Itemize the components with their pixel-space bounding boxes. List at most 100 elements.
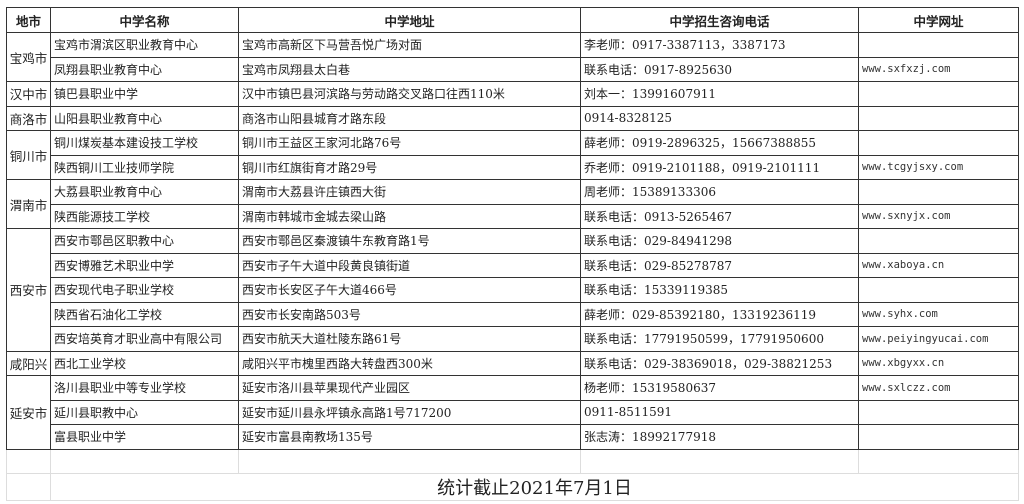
address-cell: 西安市长安南路503号 [238, 301, 581, 327]
address-cell: 咸阳兴平市槐里西路大转盘西300米 [238, 350, 581, 376]
table-row: 陕西省石油化工学校 西安市长安南路503号 薛老师：029-85392180，133… [7, 301, 1019, 327]
address-cell: 延安市洛川县苹果现代产业园区 [238, 375, 581, 401]
address-cell: 渭南市韩城市金城去梁山路 [238, 203, 581, 229]
table-row: 商洛市 山阳县职业教育中心 商洛市山阳县城育才路东段 0914-8328125 [6, 105, 1019, 131]
website-cell: www.xaboya.cn [858, 252, 1019, 278]
address-cell: 宝鸡市凤翔县太白巷 [238, 56, 581, 82]
table-row: 延安市 洛川县职业中等专业学校 延安市洛川县苹果现代产业园区 杨老师：15319580… [6, 375, 1019, 450]
school-table: 地市 中学名称 中学地址 中学招生咨询电话 中学网址 宝鸡市 宝鸡市渭滨区职业教育… [6, 7, 1019, 501]
website-cell [858, 277, 1019, 303]
phone-cell: 联系电话：029-85278787 [580, 252, 859, 278]
phone-cell: 联系电话：029-84941298 [580, 228, 859, 254]
address-cell: 汉中市镇巴县河滨路与劳动路交叉路口往西110米 [238, 81, 581, 107]
website-cell: www.sxfxzj.com [858, 56, 1019, 82]
website-cell: www.sxlczz.com [858, 375, 1019, 401]
school-name-cell: 西北工业学校 [50, 350, 239, 376]
website-cell [858, 179, 1019, 205]
phone-cell: 0914-8328125 [580, 105, 859, 131]
school-name-cell: 西安现代电子职业学校 [50, 277, 239, 303]
website-cell [858, 399, 1019, 425]
blank-row [6, 448, 1019, 474]
school-name-cell: 陕西铜川工业技师学院 [50, 154, 239, 180]
table-row: 富县职业中学 延安市富县南教场135号 张志涛：18992177918 [7, 424, 1019, 450]
phone-cell: 周老师：15389133306 [580, 179, 859, 205]
table-row: 西安博雅艺术职业中学 西安市子午大道中段黄良镇街道 联系电话：029-8527878… [7, 252, 1019, 278]
website-cell [858, 32, 1019, 58]
website-cell: www.syhx.com [858, 301, 1019, 327]
table-row: 西安培英育才职业高中有限公司 西安市航天大道杜陵东路61号 联系电话：1779195… [7, 326, 1019, 352]
website-cell: www.peiyingyucai.com [858, 326, 1019, 352]
school-name-cell: 洛川县职业中等专业学校 [50, 375, 239, 401]
city-cell: 延安市 [6, 375, 51, 450]
website-cell [858, 228, 1019, 254]
table-row: 铜川市 铜川煤炭基本建设技工学校 铜川市王益区王家河北路76号 薛老师：0919-28… [6, 130, 1019, 180]
table-row: 陕西能源技工学校 渭南市韩城市金城去梁山路 联系电话：0913-5265467 www… [7, 203, 1019, 229]
phone-cell: 薛老师：029-85392180，13319236119 [580, 301, 859, 327]
table-row: 西安市 西安市鄠邑区职教中心 西安市鄠邑区秦渡镇牛东教育路1号 联系电话：029-84… [6, 228, 1019, 352]
phone-cell: 联系电话：0917-8925630 [580, 56, 859, 82]
table-row: 陕西铜川工业技师学院 铜川市红旗街育才路29号 乔老师：0919-2101188，0… [7, 154, 1019, 180]
table-row: 延川县职教中心 延安市延川县永坪镇永高路1号717200 0911-8511591 [7, 399, 1019, 425]
city-cell: 铜川市 [6, 130, 51, 180]
address-cell: 商洛市山阳县城育才路东段 [238, 105, 581, 131]
city-cell: 西安市 [6, 228, 51, 352]
phone-cell: 联系电话：17791950599，17791950600 [580, 326, 859, 352]
website-cell: www.xbgyxx.cn [858, 350, 1019, 376]
phone-cell: 0911-8511591 [580, 399, 859, 425]
phone-cell: 杨老师：15319580637 [580, 375, 859, 401]
phone-cell: 张志涛：18992177918 [580, 424, 859, 450]
address-cell: 延安市延川县永坪镇永高路1号717200 [238, 399, 581, 425]
address-cell: 西安市子午大道中段黄良镇街道 [238, 252, 581, 278]
school-name-cell: 西安培英育才职业高中有限公司 [50, 326, 239, 352]
address-cell: 西安市航天大道杜陵东路61号 [238, 326, 581, 352]
website-cell [858, 130, 1019, 156]
phone-cell: 刘本一：13991607911 [580, 81, 859, 107]
city-cell: 咸阳兴 [6, 350, 51, 376]
address-cell: 西安市鄠邑区秦渡镇牛东教育路1号 [238, 228, 581, 254]
table-row: 凤翔县职业教育中心 宝鸡市凤翔县太白巷 联系电话：0917-8925630 www.s… [7, 56, 1019, 82]
address-cell: 宝鸡市高新区下马营吾悦广场对面 [238, 32, 581, 58]
phone-cell: 薛老师：0919-2896325，15667388855 [580, 130, 859, 156]
school-name-cell: 陕西能源技工学校 [50, 203, 239, 229]
address-cell: 铜川市王益区王家河北路76号 [238, 130, 581, 156]
table-row: 汉中市 镇巴县职业中学 汉中市镇巴县河滨路与劳动路交叉路口往西110米 刘本一：139… [6, 81, 1019, 107]
header-row: 地市 中学名称 中学地址 中学招生咨询电话 中学网址 [6, 7, 1019, 33]
address-cell: 铜川市红旗街育才路29号 [238, 154, 581, 180]
city-cell: 商洛市 [6, 105, 51, 131]
school-name-cell: 陕西省石油化工学校 [50, 301, 239, 327]
website-cell [858, 81, 1019, 107]
school-name-cell: 铜川煤炭基本建设技工学校 [50, 130, 239, 156]
city-cell: 汉中市 [6, 81, 51, 107]
address-cell: 西安市长安区子午大道466号 [238, 277, 581, 303]
website-cell: www.tcgyjsxy.com [858, 154, 1019, 180]
school-name-cell: 镇巴县职业中学 [50, 81, 239, 107]
table-row: 渭南市 大荔县职业教育中心 渭南市大荔县许庄镇西大街 周老师：15389133306 [6, 179, 1019, 229]
phone-cell: 乔老师：0919-2101188，0919-2101111 [580, 154, 859, 180]
phone-cell: 联系电话：15339119385 [580, 277, 859, 303]
city-cell: 宝鸡市 [6, 32, 51, 82]
header-phone: 中学招生咨询电话 [580, 7, 859, 33]
school-name-cell: 西安博雅艺术职业中学 [50, 252, 239, 278]
table-row: 宝鸡市 宝鸡市渭滨区职业教育中心 宝鸡市高新区下马营吾悦广场对面 李老师：0917-3… [6, 32, 1019, 82]
address-cell: 延安市富县南教场135号 [238, 424, 581, 450]
school-name-cell: 西安市鄠邑区职教中心 [50, 228, 239, 254]
website-cell [858, 105, 1019, 131]
table-row: 咸阳兴 西北工业学校 咸阳兴平市槐里西路大转盘西300米 联系电话：029-38369… [6, 350, 1019, 376]
website-cell [858, 424, 1019, 450]
header-website: 中学网址 [858, 7, 1019, 33]
website-cell: www.sxnyjx.com [858, 203, 1019, 229]
header-city: 地市 [6, 7, 51, 33]
city-cell: 渭南市 [6, 179, 51, 229]
school-name-cell: 山阳县职业教育中心 [50, 105, 239, 131]
school-name-cell: 富县职业中学 [50, 424, 239, 450]
address-cell: 渭南市大荔县许庄镇西大街 [238, 179, 581, 205]
school-name-cell: 大荔县职业教育中心 [50, 179, 239, 205]
school-name-cell: 延川县职教中心 [50, 399, 239, 425]
phone-cell: 联系电话：029-38369018，029-38821253 [580, 350, 859, 376]
header-address: 中学地址 [238, 7, 581, 33]
footer-row: 统计截止2021年7月1日 [6, 473, 1019, 501]
school-name-cell: 宝鸡市渭滨区职业教育中心 [50, 32, 239, 58]
table-row: 西安现代电子职业学校 西安市长安区子午大道466号 联系电话：15339119385 [7, 277, 1019, 303]
phone-cell: 联系电话：0913-5265467 [580, 203, 859, 229]
table-body: 宝鸡市 宝鸡市渭滨区职业教育中心 宝鸡市高新区下马营吾悦广场对面 李老师：0917-3… [6, 32, 1019, 450]
